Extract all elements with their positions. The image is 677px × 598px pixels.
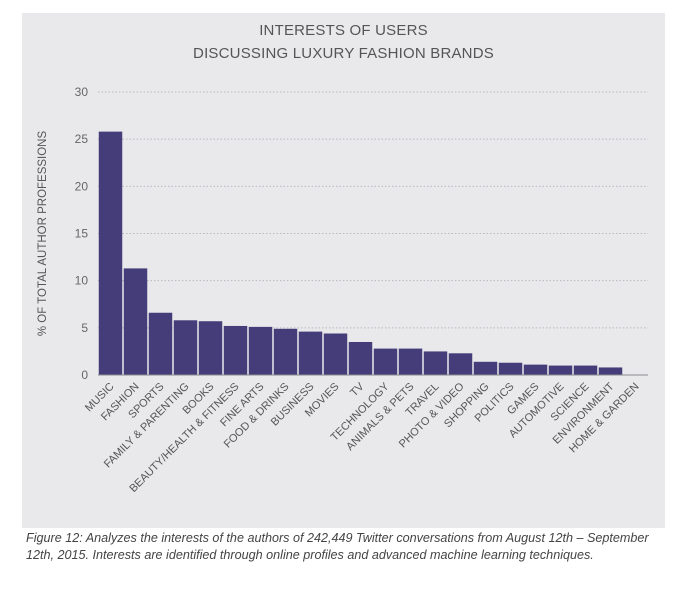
y-axis-label: % OF TOTAL AUTHOR PROFESSIONS <box>37 131 49 337</box>
bar-5 <box>223 325 248 375</box>
y-tick-label: 20 <box>75 179 89 193</box>
y-tick-label: 5 <box>81 321 88 335</box>
bar-19 <box>573 365 598 375</box>
bar-2 <box>148 312 173 375</box>
bar-7 <box>273 328 298 375</box>
y-tick-label: 25 <box>75 132 89 146</box>
y-tick-label: 30 <box>75 85 89 99</box>
y-tick-label: 10 <box>75 274 89 288</box>
bar-6 <box>248 326 273 375</box>
chart-title-line-1: INTERESTS OF USERS <box>259 22 428 39</box>
bar-0 <box>98 131 123 375</box>
bar-13 <box>423 351 448 375</box>
bar-9 <box>323 333 348 375</box>
bar-1 <box>123 268 148 375</box>
x-tick-label: TV <box>348 380 367 399</box>
bar-4 <box>198 321 223 375</box>
figure-caption: Figure 12: Analyzes the interests of the… <box>26 531 649 562</box>
bar-12 <box>398 348 423 375</box>
bar-10 <box>348 341 373 375</box>
bar-3 <box>173 320 198 375</box>
bar-8 <box>298 331 323 375</box>
bar-15 <box>473 361 498 375</box>
bar-16 <box>498 362 523 375</box>
chart-title-line-2: DISCUSSING LUXURY FASHION BRANDS <box>193 45 494 62</box>
bar-11 <box>373 348 398 375</box>
bar-20 <box>598 367 623 375</box>
y-tick-label: 0 <box>81 368 88 382</box>
y-tick-label: 15 <box>75 227 89 241</box>
bar-18 <box>548 365 573 375</box>
bar-17 <box>523 364 548 375</box>
bar-14 <box>448 353 473 375</box>
